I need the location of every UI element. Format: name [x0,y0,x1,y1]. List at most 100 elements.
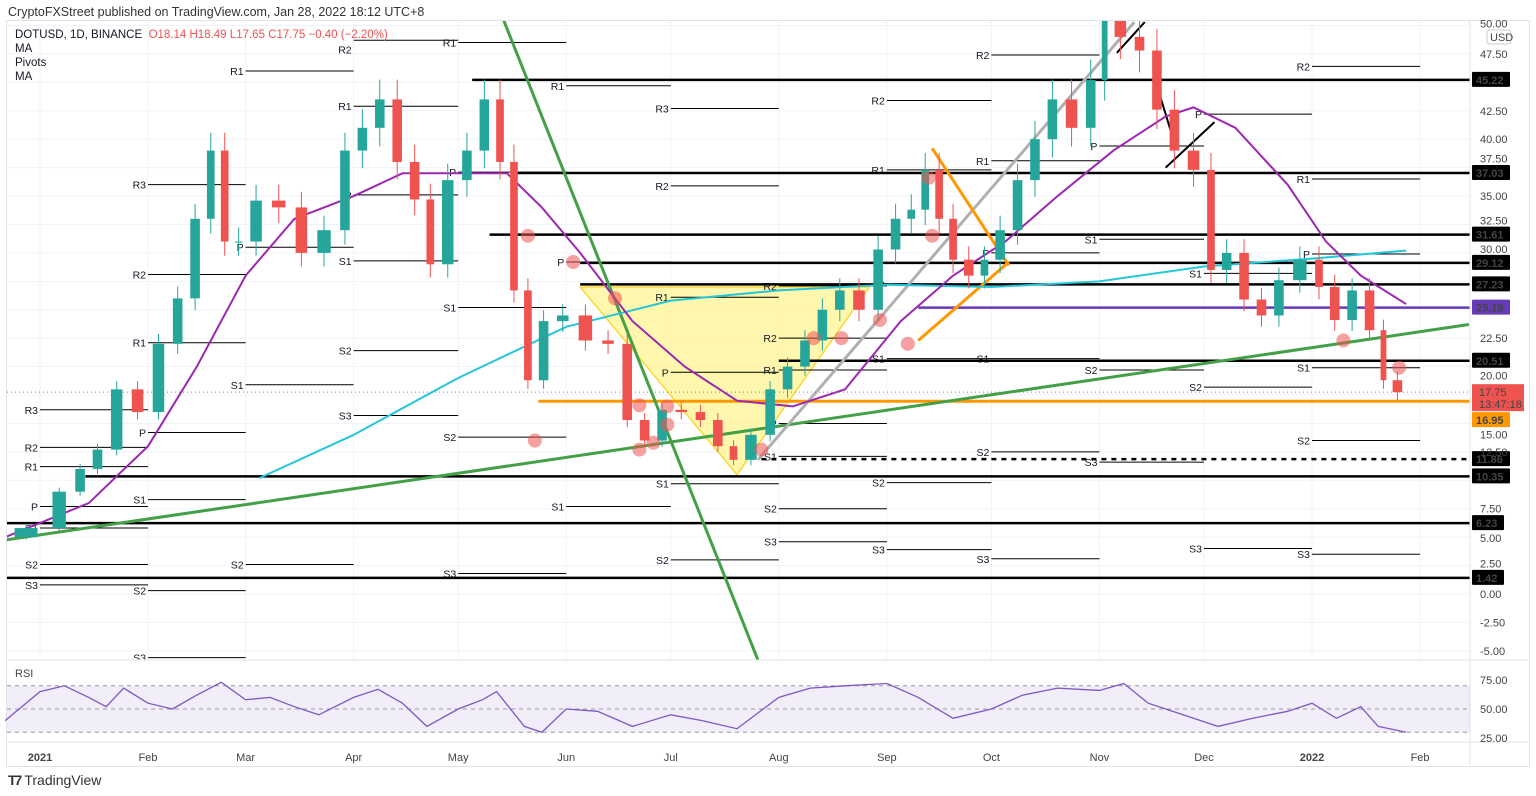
chart-frame [6,20,1530,767]
candle-body [1047,99,1058,140]
price-level-label: 11.86 [1476,454,1503,466]
candle-body [890,218,901,250]
highlight-marker [520,228,535,243]
candle-body [995,230,1005,260]
pivot-label-p: P [1195,109,1202,121]
price-level-tag [1472,226,1510,242]
candle-body [1392,380,1403,393]
pivot-label-s1: S1 [551,501,564,513]
pivot-label-p: P [237,242,244,254]
trendline [756,21,1136,461]
y-tick-label: 12.50 [1480,447,1508,459]
pivot-label-r2: R2 [25,442,39,454]
candle-body [835,290,845,310]
candle-body [272,200,286,208]
candle-body [800,340,810,367]
pivot-label-s3: S3 [764,537,777,549]
candle-body [250,200,262,242]
price-level-tag [1472,412,1510,428]
candle-body [782,366,793,390]
y-tick-label: 50.00 [1480,19,1508,31]
pivot-label-s1: S1 [1085,234,1098,246]
highlight-marker [806,331,821,346]
y-tick-label: 37.50 [1480,154,1508,166]
candle-body [745,434,757,460]
pivot-label-s3: S3 [25,580,38,592]
candle-body [392,99,403,162]
price-level-label: 27.23 [1476,279,1504,291]
candle-body [817,309,828,341]
price-level-label: 20.51 [1476,356,1504,368]
pivot-label-s2: S2 [656,555,669,567]
candle-body [1207,169,1215,270]
candle-body [131,389,144,413]
highlight-marker [632,442,647,457]
ohlc-row: DOTUSD, 1D, BINANCE O18.14 H18.49 L17.65… [15,28,388,42]
x-tick-label: Mar [236,752,255,764]
candle-body [75,468,85,492]
rsi-line [4,681,1407,733]
highlight-marker [1392,360,1407,375]
rsi-label: RSI [15,668,33,680]
highlight-marker [566,254,581,269]
candle-body [524,290,532,381]
x-tick-label: May [448,752,469,764]
price-level-tag [1472,451,1510,467]
pivot-label-s3: S3 [1189,544,1202,556]
candle-body [853,290,865,310]
tradingview-logo[interactable]: T7 TradingView [8,772,101,788]
pivot-label-s2: S2 [443,432,456,444]
last-price-label: 17.75 [1479,387,1507,399]
candle-body [426,199,435,265]
candle-body [873,249,883,310]
pivot-label-s3: S3 [1297,549,1310,561]
candle-body [729,446,738,460]
indicator-ma[interactable]: MA [15,43,33,55]
rsi-tick-label: 75.00 [1480,675,1508,687]
trendline [917,260,1010,342]
symbol-info[interactable]: DOTUSD, 1D, BINANCE [15,29,143,41]
x-tick-label: Nov [1090,752,1110,764]
candle-body [949,218,957,260]
highlight-marker [660,399,675,414]
price-level-tag [1472,299,1510,315]
pivot-label-r3: R3 [25,405,39,417]
candle-body [1221,252,1232,270]
candle-body [1134,36,1145,51]
pivot-label-r1: R1 [1297,174,1311,186]
y-tick-label: 7.50 [1480,504,1501,516]
price-level-label: 29.12 [1476,258,1504,270]
highlight-marker [921,170,936,185]
pivot-label-r1: R1 [763,365,777,377]
price-level-tag [1472,352,1510,368]
price-level-tag [1472,71,1510,87]
highlight-marker [834,331,849,346]
candle-body [441,180,454,265]
pivot-label-s2: S2 [133,586,146,598]
candle-body [92,449,103,469]
indicator-pivots[interactable]: Pivots [15,57,47,69]
x-tick-label: Apr [345,752,362,764]
x-tick-label: Aug [769,752,789,764]
indicator-ma-2[interactable]: MA [15,71,33,83]
tv-logo-icon: T7 [8,772,22,788]
pivot-label-r2: R2 [1297,61,1311,73]
candle-body [510,161,518,291]
publisher-caption: CryptoFXStreet published on TradingView.… [8,5,425,19]
candle-body [713,420,723,447]
candle-body [1274,280,1284,316]
candle-body [1315,259,1323,288]
pivot-label-p: P [139,428,146,440]
candle-body [1364,290,1375,331]
price-level-tag [1472,276,1510,292]
candle-body [1169,109,1180,151]
candle-body [190,218,200,299]
low-value: L17.65 [229,29,265,41]
candle-body [578,315,593,341]
y-tick-label: 40.00 [1480,134,1508,146]
x-tick-label: Feb [139,752,158,764]
price-level-tag [1472,515,1504,531]
price-level-tag [1472,569,1504,585]
y-tick-label: -2.50 [1480,617,1505,629]
